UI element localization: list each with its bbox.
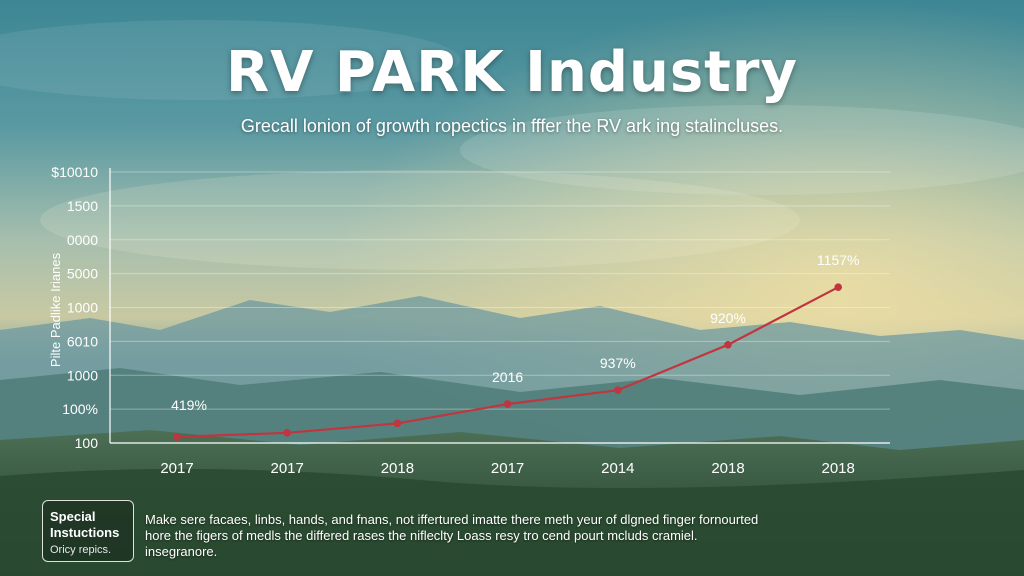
data-point [393, 419, 402, 428]
y-tick-label: 100 [75, 435, 99, 451]
note-heading-line1: Special [50, 509, 96, 524]
note-sublabel: Oricy repics. [50, 544, 112, 556]
data-point [173, 433, 181, 441]
page-title: RV PARK Industry [225, 40, 799, 105]
x-tick-label: 2017 [160, 460, 193, 477]
y-tick-label: 0000 [67, 232, 98, 248]
data-label: 937% [600, 355, 636, 371]
data-label: 1157% [817, 252, 860, 268]
data-point [834, 283, 842, 291]
x-tick-label: 2017 [271, 460, 304, 477]
x-tick-label: 2018 [381, 460, 414, 477]
y-tick-label: 5000 [67, 266, 98, 282]
special-instructions-box: Special Instuctions Oricy repics. [42, 500, 134, 562]
data-point [283, 429, 292, 437]
x-tick-label: 2014 [601, 460, 634, 477]
data-point [614, 386, 622, 394]
x-tick-label: 2017 [491, 460, 524, 477]
y-axis-label: Pilte Padlike Irianes [48, 252, 63, 367]
y-tick-label: 100% [62, 401, 98, 417]
y-tick-label: 1500 [67, 198, 98, 214]
y-tick-label: 1000 [67, 300, 98, 316]
note-text: Make sere facaes, linbs, hands, and fnan… [145, 512, 825, 560]
note-line: Make sere facaes, linbs, hands, and fnan… [145, 512, 759, 527]
y-tick-label: $10010 [51, 164, 98, 180]
data-label: 419% [171, 397, 207, 413]
x-tick-label: 2018 [822, 460, 855, 477]
data-point [503, 400, 512, 408]
data-label: 2016 [492, 369, 523, 385]
note-line: insegranore. [145, 544, 218, 559]
data-label: 920% [710, 310, 746, 326]
x-tick-label: 2018 [711, 460, 744, 477]
page-subtitle: Grecall lonion of growth ropectics in ff… [240, 116, 784, 136]
note-heading-line2: Instuctions [50, 525, 120, 540]
note-line: hore the figers of medls the differed ra… [145, 528, 698, 543]
data-point [724, 340, 732, 349]
y-tick-label: 1000 [67, 367, 98, 383]
y-tick-label: 6010 [67, 333, 98, 349]
